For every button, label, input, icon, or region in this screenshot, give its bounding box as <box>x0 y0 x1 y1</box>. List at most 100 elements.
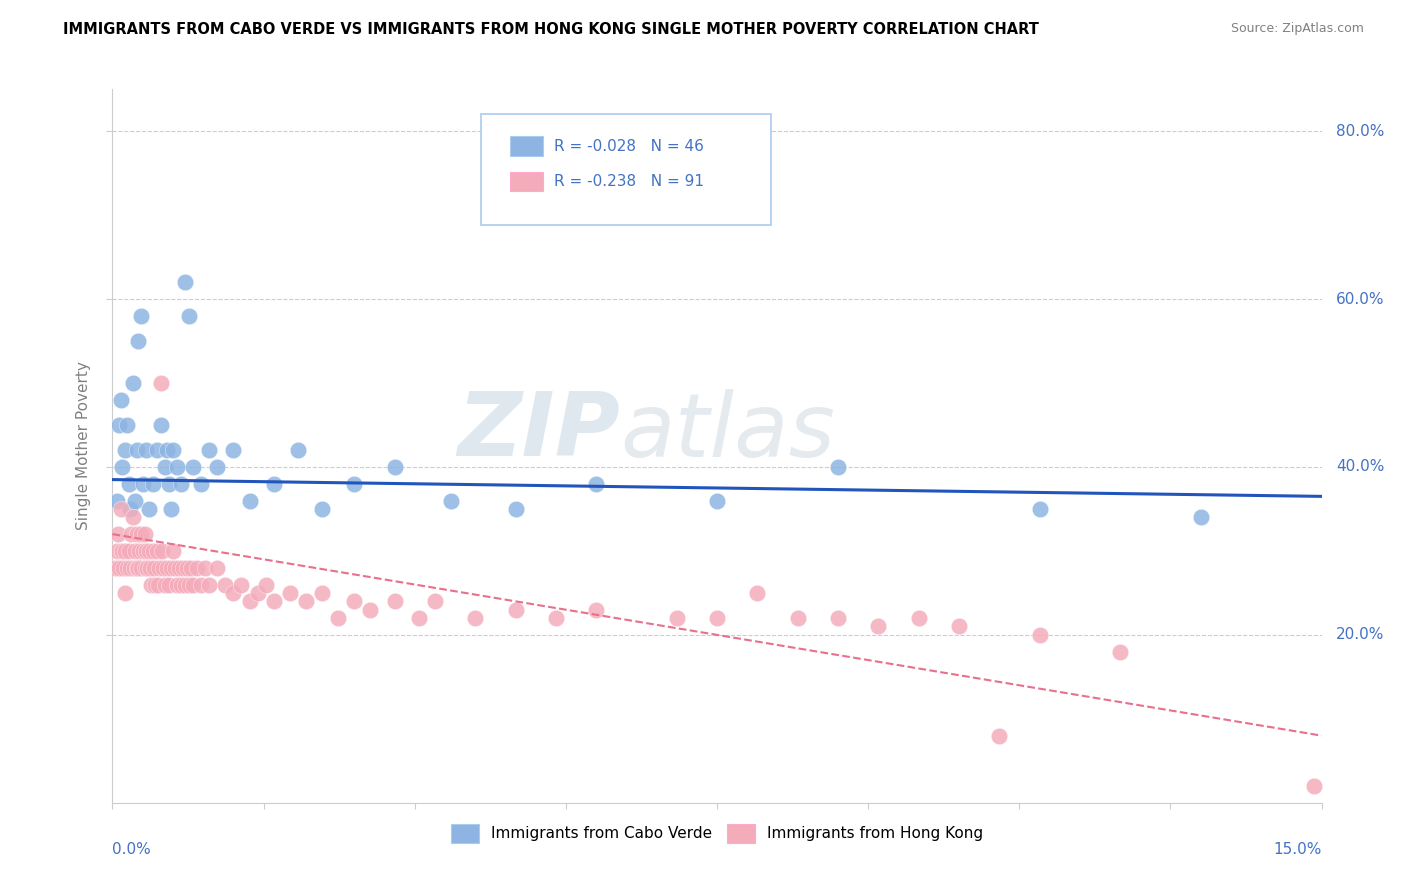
Point <box>408 611 430 625</box>
Point <box>114 443 136 458</box>
Point <box>136 560 159 574</box>
Point <box>343 594 366 608</box>
Point <box>384 594 406 608</box>
Point <box>104 560 127 574</box>
Point <box>384 460 406 475</box>
Point <box>121 510 143 524</box>
Point <box>311 502 333 516</box>
Text: 0.0%: 0.0% <box>112 842 152 857</box>
FancyBboxPatch shape <box>510 136 543 155</box>
Point <box>146 544 169 558</box>
Point <box>170 476 193 491</box>
Point <box>222 586 245 600</box>
Point <box>152 544 174 558</box>
Point <box>1189 510 1212 524</box>
Point <box>143 577 166 591</box>
Text: Source: ZipAtlas.com: Source: ZipAtlas.com <box>1230 22 1364 36</box>
Point <box>125 560 148 574</box>
Point <box>156 560 179 574</box>
Point <box>110 502 132 516</box>
Text: 15.0%: 15.0% <box>1274 842 1322 857</box>
Point <box>544 611 567 625</box>
Point <box>194 560 217 574</box>
Text: 40.0%: 40.0% <box>1336 459 1385 475</box>
Point <box>115 560 138 574</box>
Point <box>359 603 381 617</box>
Point <box>157 476 180 491</box>
Point <box>177 309 200 323</box>
Point <box>105 544 128 558</box>
Point <box>111 560 134 574</box>
Point <box>124 544 146 558</box>
Point <box>128 544 150 558</box>
Point <box>505 603 527 617</box>
Point <box>231 577 253 591</box>
Point <box>246 586 269 600</box>
Point <box>146 443 169 458</box>
Point <box>585 476 607 491</box>
Point <box>827 460 849 475</box>
Text: 60.0%: 60.0% <box>1336 292 1385 307</box>
Y-axis label: Single Mother Poverty: Single Mother Poverty <box>76 361 91 531</box>
Text: IMMIGRANTS FROM CABO VERDE VS IMMIGRANTS FROM HONG KONG SINGLE MOTHER POVERTY CO: IMMIGRANTS FROM CABO VERDE VS IMMIGRANTS… <box>63 22 1039 37</box>
Point <box>827 611 849 625</box>
Point <box>132 476 155 491</box>
Text: 80.0%: 80.0% <box>1336 124 1385 138</box>
Point <box>108 560 131 574</box>
Point <box>166 460 188 475</box>
Point <box>162 544 184 558</box>
Point <box>988 729 1011 743</box>
Point <box>174 275 197 289</box>
Point <box>180 560 202 574</box>
Point <box>287 443 309 458</box>
Point <box>190 577 212 591</box>
Point <box>207 560 229 574</box>
Point <box>117 544 139 558</box>
Point <box>948 619 970 633</box>
Point <box>328 611 350 625</box>
Point <box>585 603 607 617</box>
Point <box>311 586 333 600</box>
Point <box>107 527 129 541</box>
Point <box>143 560 166 574</box>
Point <box>162 443 184 458</box>
Point <box>148 560 170 574</box>
Point <box>868 619 890 633</box>
Text: R = -0.238   N = 91: R = -0.238 N = 91 <box>554 175 704 189</box>
Point <box>1028 502 1050 516</box>
Point <box>135 544 157 558</box>
Point <box>114 544 136 558</box>
Point <box>222 443 245 458</box>
Point <box>181 577 204 591</box>
Text: atlas: atlas <box>620 389 835 475</box>
Point <box>122 560 145 574</box>
Point <box>134 527 156 541</box>
Point <box>135 443 157 458</box>
Point <box>120 502 142 516</box>
Point <box>108 417 131 432</box>
Point <box>156 443 179 458</box>
Point <box>254 577 277 591</box>
Point <box>278 586 301 600</box>
Point <box>198 443 221 458</box>
Point <box>159 502 181 516</box>
Point <box>153 460 176 475</box>
Text: ZIP: ZIP <box>457 388 620 475</box>
Point <box>149 417 172 432</box>
Point <box>120 527 142 541</box>
Point <box>207 460 229 475</box>
Point <box>125 443 148 458</box>
Point <box>907 611 929 625</box>
Point <box>665 611 688 625</box>
Point <box>172 560 194 574</box>
Point <box>190 476 212 491</box>
Point <box>110 392 132 407</box>
Point <box>1028 628 1050 642</box>
Point <box>138 502 160 516</box>
Point <box>263 594 285 608</box>
Point <box>132 544 155 558</box>
Point <box>127 560 149 574</box>
Point <box>157 577 180 591</box>
Point <box>343 476 366 491</box>
Point <box>159 560 181 574</box>
